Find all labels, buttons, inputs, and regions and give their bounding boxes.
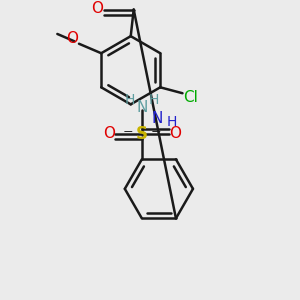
Text: Cl: Cl: [183, 90, 198, 105]
Text: N: N: [136, 100, 148, 115]
Text: O: O: [66, 32, 78, 46]
Text: =: =: [123, 127, 134, 140]
Text: O: O: [169, 126, 181, 141]
Text: N: N: [152, 111, 163, 126]
Text: H: H: [167, 115, 177, 129]
Text: =: =: [150, 127, 161, 140]
Text: O: O: [92, 1, 104, 16]
Text: H: H: [125, 93, 135, 107]
Text: S: S: [136, 125, 148, 143]
Text: O: O: [103, 126, 115, 141]
Text: H: H: [148, 93, 159, 107]
